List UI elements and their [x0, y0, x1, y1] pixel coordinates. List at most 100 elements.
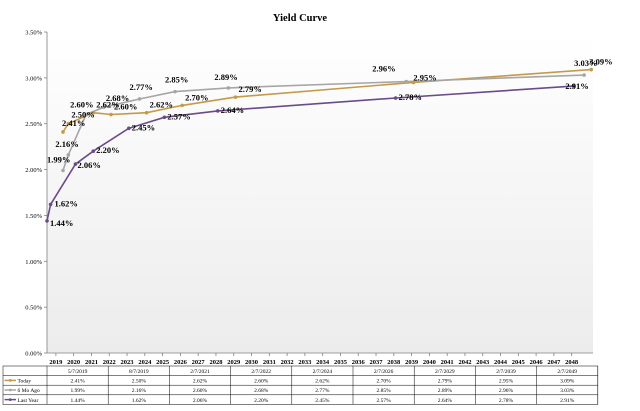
chart-title: Yield Curve: [273, 13, 327, 24]
table-header-cell: 5/7/2019: [68, 369, 88, 375]
table-header-cell: 2/7/2021: [190, 369, 210, 375]
data-point: [61, 168, 65, 173]
x-tick-label: 2037: [370, 359, 384, 366]
table-cell: 1.44%: [70, 398, 85, 404]
data-label: 2.95%: [413, 72, 436, 82]
legend-label: Today: [18, 379, 32, 385]
x-axis-ticks: 2019 2020 2021 2022 2023 2024 2025 2026 2027 2028…: [49, 353, 579, 366]
data-label: 3.09%: [589, 57, 612, 67]
table-cell: 2.06%: [193, 398, 208, 404]
data-label: 2.57%: [167, 111, 190, 121]
table-cell: 2.60%: [254, 379, 269, 385]
table-cell: 2.85%: [376, 388, 391, 394]
table-cell: 2.79%: [438, 379, 453, 385]
y-tick-label: 3.00%: [25, 75, 42, 82]
y-tick-label: 0.50%: [25, 305, 42, 312]
data-label: 2.16%: [55, 139, 78, 149]
data-label: 2.91%: [565, 81, 588, 91]
x-tick-label: 2047: [547, 359, 561, 366]
x-tick-label: 2029: [227, 359, 241, 366]
data-table: 5/7/2019 8/7/2019 2/7/2021 2/7/2022 2/7/2024…: [2, 365, 599, 405]
table-header-cell: 2/7/2039: [496, 369, 516, 375]
table-header-cell: 8/7/2019: [129, 369, 149, 375]
table-header-cell: 2/7/2022: [251, 369, 271, 375]
x-tick-label: 2039: [405, 359, 419, 366]
x-tick-label: 2033: [298, 359, 312, 366]
table-header-cell: 2/7/2029: [435, 369, 455, 375]
x-tick-label: 2030: [245, 359, 258, 366]
table-cell: 2.89%: [438, 388, 453, 394]
legend-label: 6 Mo Ago: [18, 388, 41, 394]
data-point: [45, 219, 49, 223]
table-cell: 2.78%: [499, 398, 514, 404]
data-point: [173, 89, 177, 94]
x-tick-label: 2042: [458, 359, 471, 366]
x-tick-label: 2019: [49, 359, 63, 366]
x-tick-label: 2028: [209, 359, 223, 366]
data-point: [73, 162, 78, 166]
data-label: 2.77%: [129, 82, 152, 92]
data-labels: 2.41%2.50%2.62%2.60% 2.62%2.70%2.79%2.95%…: [47, 57, 613, 228]
data-label: 2.64%: [221, 105, 244, 115]
x-tick-label: 2038: [387, 359, 401, 366]
legend-marker: [8, 388, 12, 392]
table-cell: 3.09%: [560, 379, 575, 385]
legend-label: Last Year: [18, 398, 39, 404]
x-tick-label: 2041: [441, 359, 454, 366]
table-cell: 2.60%: [193, 388, 208, 394]
table-cell: 2.70%: [376, 379, 391, 385]
x-tick-label: 2043: [476, 359, 490, 366]
data-point: [411, 80, 416, 85]
x-tick-label: 2036: [352, 359, 366, 366]
x-tick-label: 2025: [156, 359, 170, 366]
data-point: [66, 121, 71, 126]
x-tick-label: 2040: [423, 359, 436, 366]
table-cell: 2.62%: [193, 379, 208, 385]
table-cell: 1.62%: [132, 398, 147, 404]
table-cell: 2.20%: [254, 398, 269, 404]
series-points: [45, 67, 594, 223]
x-tick-label: 2023: [121, 359, 135, 366]
x-tick-label: 2026: [174, 359, 188, 366]
x-tick-label: 2031: [263, 359, 276, 366]
data-point: [180, 103, 184, 108]
x-tick-label: 2048: [565, 359, 579, 366]
table-cell: 1.99%: [70, 388, 85, 394]
y-tick-label: 0.00%: [25, 351, 42, 358]
data-point: [127, 126, 131, 131]
data-label: 2.41%: [62, 118, 85, 128]
y-axis-ticks: 0.00% 0.50% 1.00% 1.50% 2.00% 2.50% 3.00% 3.50%: [25, 30, 47, 358]
data-label: 2.62%: [96, 100, 119, 110]
table-header-cell: 2/7/2026: [374, 369, 394, 375]
legend-marker: [8, 379, 12, 382]
table-cell: 2.45%: [315, 398, 330, 404]
data-label: 2.79%: [239, 84, 262, 94]
table-cell: 2.91%: [560, 398, 575, 404]
plot-area: [47, 32, 593, 353]
y-tick-label: 2.00%: [25, 167, 42, 174]
table-cell: 2.68%: [254, 388, 269, 394]
x-tick-label: 2024: [138, 359, 152, 366]
data-point: [84, 112, 88, 117]
x-tick-label: 2035: [334, 359, 348, 366]
data-label: 3.03%: [574, 58, 597, 68]
x-tick-label: 2046: [530, 359, 544, 366]
x-tick-label: 2020: [67, 359, 80, 366]
x-tick-label: 2045: [512, 359, 526, 366]
data-label: 2.70%: [185, 92, 208, 102]
data-point: [48, 202, 53, 207]
data-label: 2.06%: [77, 160, 100, 170]
data-point: [91, 149, 96, 154]
y-tick-label: 1.50%: [25, 213, 42, 220]
data-label: 2.85%: [165, 75, 188, 85]
data-label: 1.99%: [47, 154, 70, 164]
data-point: [61, 130, 65, 134]
data-label: 2.89%: [214, 72, 237, 82]
data-label: 1.44%: [50, 218, 73, 228]
table-cell: 2.96%: [499, 388, 514, 394]
data-label: 1.62%: [55, 198, 78, 208]
x-tick-label: 2032: [281, 359, 294, 366]
data-point: [91, 110, 96, 115]
data-point: [137, 97, 142, 101]
